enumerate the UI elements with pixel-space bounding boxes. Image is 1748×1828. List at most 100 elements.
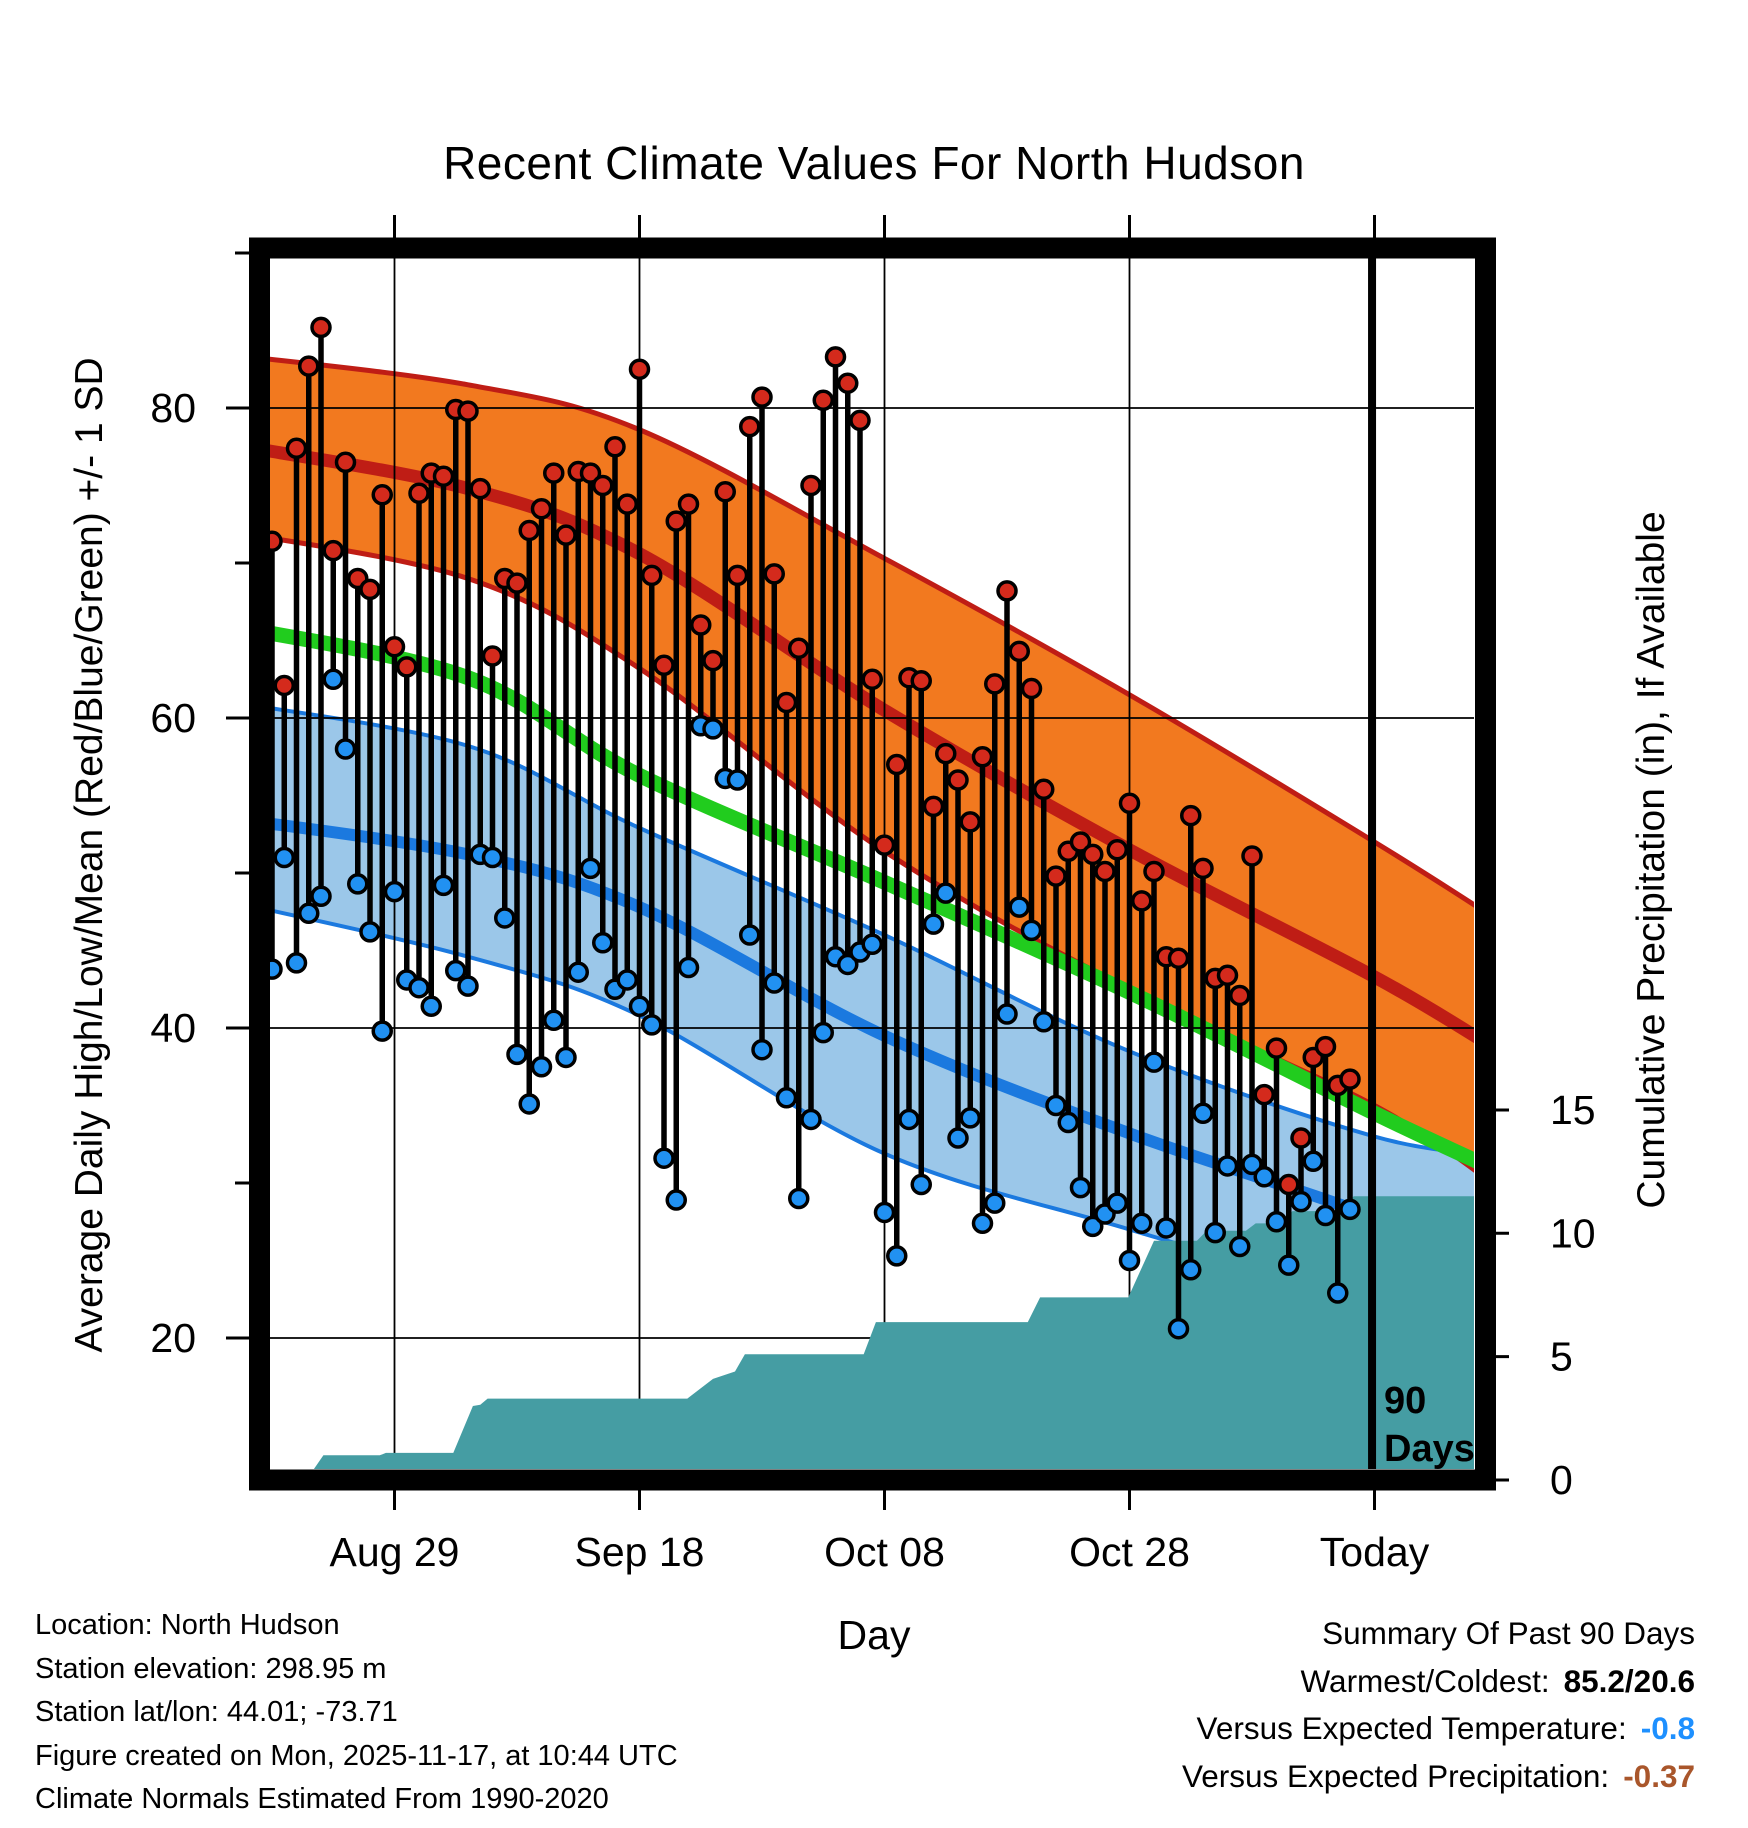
daily-low-dot [1118, 1249, 1141, 1272]
station-latlon: Station lat/lon: 44.01; -73.71 [35, 1696, 398, 1728]
daily-high-dot [714, 480, 736, 503]
right-tick-label: 0 [1550, 1457, 1573, 1503]
daily-high-dot [788, 637, 810, 659]
daily-low-dot [1180, 1259, 1202, 1281]
daily-low-dot [518, 1093, 540, 1115]
ninety-day-label: 90 [1384, 1380, 1426, 1422]
x-tick-label: Oct 28 [1069, 1529, 1190, 1575]
daily-high-dot [1167, 947, 1190, 969]
daily-low-dot [1241, 1153, 1263, 1176]
left-tick-label: 40 [150, 1005, 196, 1051]
daily-high-dot [971, 746, 994, 768]
daily-high-dot [1229, 984, 1251, 1007]
daily-high-dot [837, 372, 859, 394]
daily-high-dot [824, 346, 847, 368]
daily-low-dot [1155, 1217, 1177, 1239]
daily-low-dot [677, 956, 700, 979]
daily-low-dot [641, 1014, 663, 1036]
daily-high-dot [910, 670, 932, 692]
chart-title: Recent Climate Values For North Hudson [443, 137, 1305, 189]
daily-high-dot [1290, 1127, 1312, 1149]
daily-low-dot [530, 1056, 553, 1078]
daily-high-dot [1253, 1083, 1275, 1106]
daily-high-dot [800, 474, 822, 497]
daily-low-dot [616, 969, 638, 991]
right-axis-title: Cumulative Precipitation (in), If Availa… [1630, 511, 1673, 1209]
daily-low-dot [285, 952, 308, 974]
daily-low-dot [984, 1192, 1006, 1214]
daily-high-dot [334, 451, 357, 473]
daily-high-dot [310, 316, 332, 339]
daily-low-dot [1229, 1235, 1251, 1258]
daily-high-dot [371, 484, 393, 506]
x-tick-label: Sep 18 [575, 1529, 705, 1575]
daily-low-dot [334, 738, 357, 760]
daily-high-dot [469, 477, 491, 500]
daily-low-dot [1290, 1190, 1312, 1213]
daily-high-dot [298, 355, 320, 377]
daily-low-dot [371, 1020, 393, 1042]
daily-low-dot [445, 959, 467, 982]
station-location: Location: North Hudson [35, 1609, 340, 1641]
daily-high-dot [775, 691, 798, 714]
daily-low-dot [971, 1212, 994, 1235]
daily-high-dot [432, 465, 455, 487]
daily-low-dot [653, 1147, 675, 1169]
daily-low-dot [886, 1245, 908, 1267]
daily-low-dot [959, 1107, 981, 1129]
daily-high-dot [1020, 677, 1043, 700]
daily-high-dot [653, 654, 675, 677]
daily-high-dot [1045, 865, 1067, 887]
daily-high-dot [518, 519, 540, 542]
daily-high-dot [1314, 1035, 1337, 1058]
daily-high-dot [628, 358, 651, 380]
daily-high-dot [641, 564, 663, 587]
daily-high-dot [543, 462, 565, 484]
daily-high-dot [726, 564, 749, 587]
summary-warmest-coldest: Warmest/Coldest: 85.2/20.6 [1182, 1658, 1695, 1706]
vs-precip-label: Versus Expected Precipitation: [1181, 1757, 1610, 1794]
vs-temp-value: -0.8 [1640, 1710, 1695, 1746]
daily-low-dot [1339, 1198, 1361, 1221]
daily-low-dot [910, 1173, 932, 1196]
daily-low-dot [1033, 1011, 1055, 1033]
right-tick-label: 10 [1550, 1210, 1596, 1256]
daily-low-dot [310, 885, 332, 907]
daily-low-dot [432, 874, 455, 897]
daily-high-dot [322, 539, 344, 562]
daily-low-dot [628, 995, 651, 1018]
daily-high-dot [947, 769, 969, 791]
daily-low-dot [861, 933, 883, 956]
daily-high-dot [886, 753, 908, 776]
right-tick-label: 5 [1550, 1334, 1573, 1380]
daily-high-dot [1094, 860, 1116, 883]
summary-vs-temp: Versus Expected Temperature: -0.8 [1182, 1705, 1695, 1753]
daily-high-dot [996, 580, 1018, 602]
daily-high-dot [1118, 792, 1141, 814]
daily-high-dot [1339, 1068, 1361, 1090]
summary-vs-precip: Versus Expected Precipitation: -0.37 [1182, 1753, 1695, 1801]
x-tick-label: Aug 29 [330, 1529, 460, 1575]
left-tick-label: 60 [150, 695, 196, 741]
daily-high-dot [812, 389, 834, 411]
daily-low-dot [298, 902, 320, 925]
daily-high-dot [506, 572, 528, 594]
daily-high-dot [1082, 843, 1104, 866]
left-tick-label: 20 [150, 1315, 196, 1361]
daily-low-dot [359, 921, 381, 943]
daily-low-dot [1302, 1150, 1324, 1173]
figure-created: Figure created on Mon, 2025-11-17, at 10… [35, 1739, 678, 1772]
daily-low-dot [726, 769, 749, 791]
daily-low-dot [947, 1127, 969, 1149]
daily-high-dot [690, 614, 712, 636]
daily-low-dot [1278, 1254, 1300, 1276]
station-elevation: Station elevation: 298.95 m [35, 1652, 387, 1685]
daily-high-dot [616, 493, 638, 515]
daily-low-dot [800, 1108, 822, 1131]
daily-low-dot [1131, 1212, 1153, 1235]
daily-low-dot [1192, 1102, 1214, 1124]
left-axis-title: Average Daily High/Low/Mean (Red/Blue/Gr… [68, 357, 111, 1353]
daily-low-dot [1057, 1111, 1079, 1134]
daily-high-dot [739, 415, 761, 438]
daily-low-dot [1265, 1211, 1288, 1233]
